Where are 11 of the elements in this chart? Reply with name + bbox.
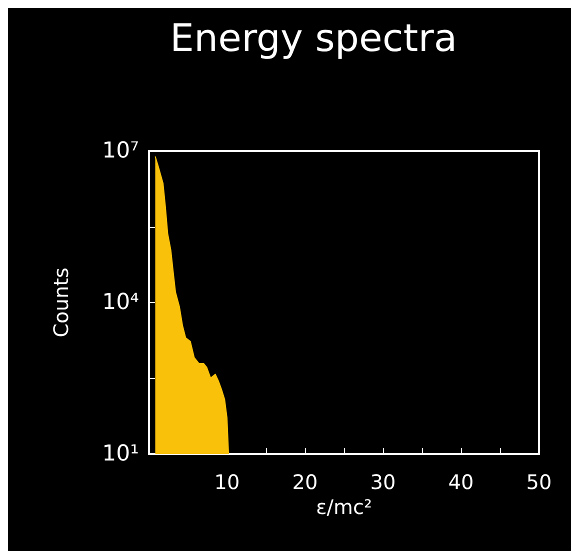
x-tick-label: 10 xyxy=(214,470,240,494)
y-axis-title: Counts xyxy=(49,268,73,338)
y-tick-label: 10⁴ xyxy=(102,290,140,315)
y-tick-label: 10¹ xyxy=(102,442,139,466)
x-axis-title: ε/mc² xyxy=(316,494,372,519)
x-tick-label: 30 xyxy=(370,470,396,494)
x-tick-label: 40 xyxy=(448,470,474,494)
x-tick-label: 50 xyxy=(526,470,552,494)
chart-title: Energy spectra xyxy=(170,16,458,60)
y-tick-label: 10⁷ xyxy=(102,138,139,164)
x-tick-label: 20 xyxy=(292,470,318,494)
